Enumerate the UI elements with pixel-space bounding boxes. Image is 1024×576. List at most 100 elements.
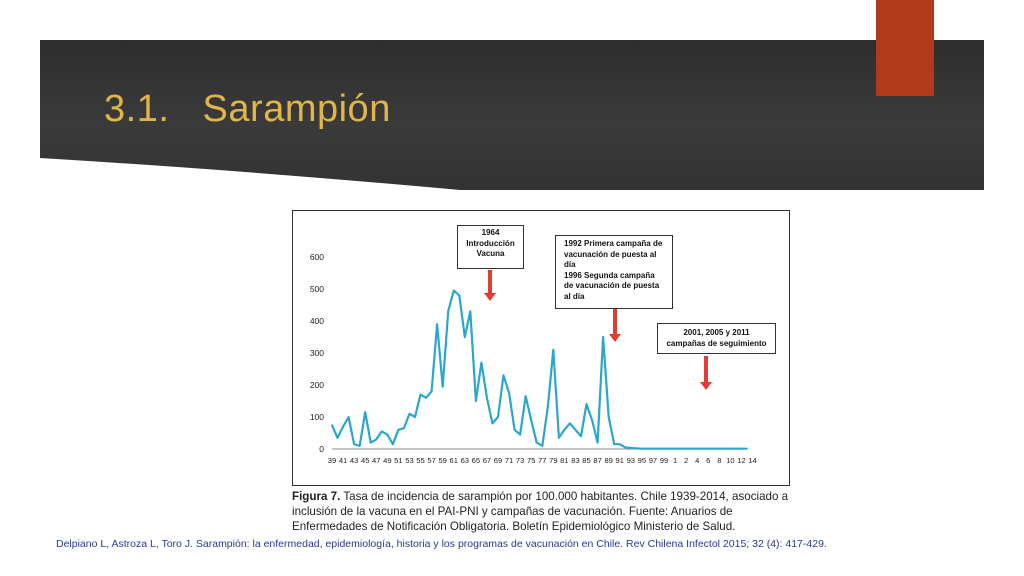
data-point xyxy=(458,294,461,297)
x-tick-label: 73 xyxy=(516,456,524,465)
data-point xyxy=(375,438,378,441)
data-point xyxy=(580,435,582,438)
x-tick-label: 97 xyxy=(649,456,657,465)
x-tick-label: 10 xyxy=(726,456,734,465)
data-point xyxy=(480,361,483,364)
data-point xyxy=(679,447,682,450)
data-point xyxy=(436,323,439,326)
x-tick-label: 55 xyxy=(416,456,424,465)
arrow-follow-up xyxy=(700,356,712,390)
data-point xyxy=(546,406,549,409)
incidence-series-line xyxy=(330,289,747,450)
data-point xyxy=(447,310,450,313)
data-point xyxy=(663,447,665,450)
x-tick-label: 63 xyxy=(461,456,469,465)
annotation-follow-up-campaigns: 2001, 2005 y 2011 campañas de seguimiento xyxy=(657,323,776,354)
data-point xyxy=(414,416,416,418)
y-tick-label: 0 xyxy=(319,444,324,454)
arrow-1992-1996 xyxy=(609,309,621,342)
data-point xyxy=(491,422,494,425)
data-point xyxy=(591,419,593,422)
data-point xyxy=(541,444,544,447)
x-tick-label: 67 xyxy=(483,456,491,465)
annotation-1992-1996-campaigns: 1992 Primera campaña de vacunación de pue… xyxy=(555,235,673,309)
x-tick-label: 71 xyxy=(505,456,513,465)
x-tick-label: 79 xyxy=(549,456,557,465)
data-point xyxy=(408,412,411,415)
x-tick-label: 93 xyxy=(627,456,635,465)
data-point xyxy=(652,447,654,450)
annotation-line: al día xyxy=(564,291,585,301)
data-point xyxy=(746,447,748,450)
annotation-1964-vaccine: 1964 Introducción Vacuna xyxy=(457,225,524,269)
y-tick-label: 300 xyxy=(310,348,324,358)
data-point xyxy=(403,427,405,430)
data-point xyxy=(569,422,571,425)
data-point xyxy=(696,447,699,450)
title-banner xyxy=(40,40,984,190)
x-tick-label: 69 xyxy=(494,456,502,465)
data-point xyxy=(535,441,538,444)
data-point xyxy=(735,447,737,450)
x-tick-label: 81 xyxy=(560,456,568,465)
data-point xyxy=(463,336,466,338)
data-point xyxy=(646,447,649,450)
x-tick-label: 1 xyxy=(673,456,677,465)
data-point xyxy=(331,424,333,426)
data-point xyxy=(358,444,361,447)
x-tick-label: 45 xyxy=(361,456,369,465)
citation-reference: Delpiano L, Astroza L, Toro J. Sarampión… xyxy=(56,538,827,550)
x-tick-label: 12 xyxy=(737,456,745,465)
x-tick-label: 91 xyxy=(616,456,624,465)
data-point xyxy=(690,447,693,450)
data-point xyxy=(618,443,621,446)
x-tick-label: 53 xyxy=(405,456,413,465)
x-tick-label: 95 xyxy=(638,456,646,465)
y-tick-label: 500 xyxy=(310,284,324,294)
data-point xyxy=(486,396,488,399)
data-point xyxy=(369,441,372,444)
data-point xyxy=(624,446,627,449)
data-point xyxy=(342,425,344,428)
data-point xyxy=(635,447,638,450)
data-point xyxy=(552,348,555,351)
y-tick-label: 100 xyxy=(310,412,324,422)
x-tick-label: 2 xyxy=(684,456,688,465)
data-point xyxy=(707,447,710,450)
data-point xyxy=(519,433,522,436)
data-point xyxy=(668,447,671,450)
x-tick-label: 6 xyxy=(706,456,710,465)
x-tick-label: 77 xyxy=(538,456,546,465)
x-tick-label: 8 xyxy=(717,456,721,465)
slide-title: 3.1. Sarampión xyxy=(104,88,391,130)
data-point xyxy=(640,447,643,450)
data-point xyxy=(497,416,499,418)
caption-text: Tasa de incidencia de sarampión por 100.… xyxy=(292,490,789,533)
data-point xyxy=(441,385,444,388)
data-point xyxy=(574,428,577,431)
x-tick-label: 41 xyxy=(339,456,347,465)
caption-label: Figura 7. xyxy=(292,490,341,503)
x-tick-label: 43 xyxy=(350,456,358,465)
annotation-line: día xyxy=(564,260,576,269)
data-point xyxy=(613,443,616,446)
x-tick-label: 59 xyxy=(438,456,446,465)
data-point xyxy=(397,428,400,431)
data-point xyxy=(740,447,743,450)
data-point xyxy=(452,289,455,292)
data-point xyxy=(419,393,422,396)
data-point xyxy=(602,336,605,338)
data-point xyxy=(596,441,599,444)
x-tick-label: 51 xyxy=(394,456,402,465)
x-tick-label: 87 xyxy=(593,456,601,465)
data-point xyxy=(524,395,527,398)
annotation-line: 2001, 2005 y 2011 xyxy=(683,328,750,337)
y-tick-label: 200 xyxy=(310,380,324,390)
annotation-line: Introducción xyxy=(466,238,515,248)
data-point xyxy=(469,310,472,313)
x-tick-label: 61 xyxy=(450,456,458,465)
x-tick-label: 57 xyxy=(427,456,435,465)
annotation-line: de vacunación de puesta xyxy=(564,281,660,290)
x-tick-label: 75 xyxy=(527,456,535,465)
